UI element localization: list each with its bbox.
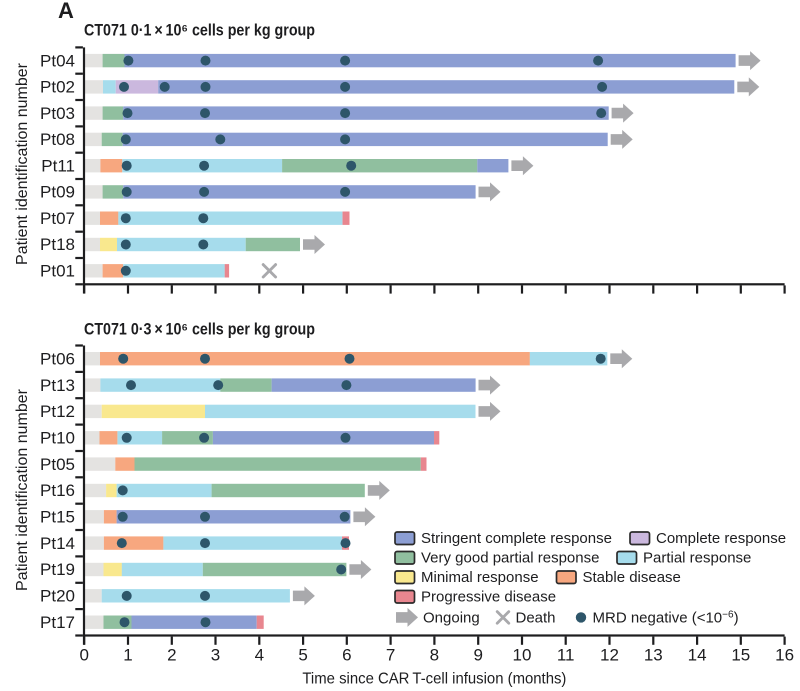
- svg-text:Minimal response: Minimal response: [421, 569, 539, 586]
- svg-text:3: 3: [211, 646, 220, 665]
- svg-text:Very good partial response: Very good partial response: [421, 550, 599, 567]
- svg-text:Stringent complete response: Stringent complete response: [421, 530, 612, 547]
- svg-text:8: 8: [430, 646, 439, 665]
- svg-text:14: 14: [688, 646, 707, 665]
- svg-text:16: 16: [775, 646, 794, 665]
- svg-text:Pt04: Pt04: [40, 51, 75, 70]
- svg-text:Complete response: Complete response: [656, 530, 786, 547]
- svg-text:Patient identification number: Patient identification number: [14, 62, 31, 265]
- svg-text:Pt06: Pt06: [40, 349, 75, 368]
- svg-text:A: A: [58, 0, 74, 23]
- svg-text:Pt07: Pt07: [40, 209, 75, 228]
- svg-text:11: 11: [557, 646, 575, 665]
- svg-text:Pt18: Pt18: [40, 235, 75, 254]
- svg-text:CT071 0·1 × 10⁶ cells per kg g: CT071 0·1 × 10⁶ cells per kg group: [84, 21, 315, 40]
- svg-text:Pt19: Pt19: [40, 560, 75, 579]
- svg-text:Ongoing: Ongoing: [423, 610, 480, 627]
- svg-text:Pt03: Pt03: [40, 104, 75, 123]
- svg-text:Pt13: Pt13: [40, 376, 75, 395]
- svg-text:Pt11: Pt11: [41, 156, 75, 175]
- svg-text:Pt17: Pt17: [40, 613, 75, 632]
- svg-text:Pt12: Pt12: [40, 402, 75, 421]
- svg-text:2: 2: [167, 646, 176, 665]
- svg-text:6: 6: [342, 646, 351, 665]
- svg-text:Death: Death: [516, 610, 556, 627]
- svg-text:MRD negative (<10−6): MRD negative (<10−6): [593, 610, 739, 627]
- svg-text:Pt14: Pt14: [40, 534, 75, 553]
- svg-text:10: 10: [513, 646, 532, 665]
- svg-text:13: 13: [644, 646, 663, 665]
- svg-text:Pt16: Pt16: [40, 481, 75, 500]
- svg-text:Stable disease: Stable disease: [583, 569, 681, 586]
- svg-text:Pt09: Pt09: [40, 183, 75, 202]
- svg-text:5: 5: [298, 646, 307, 665]
- svg-text:Patient identification number: Patient identification number: [14, 388, 31, 591]
- svg-text:Pt15: Pt15: [40, 508, 75, 527]
- svg-text:Pt10: Pt10: [40, 428, 75, 447]
- svg-text:Pt05: Pt05: [40, 455, 75, 474]
- svg-text:12: 12: [600, 646, 619, 665]
- svg-text:Time since CAR T-cell infusion: Time since CAR T-cell infusion (months): [302, 671, 566, 688]
- svg-text:Pt01: Pt01: [40, 262, 75, 281]
- svg-text:0: 0: [79, 646, 88, 665]
- svg-text:Pt20: Pt20: [40, 587, 75, 606]
- svg-text:4: 4: [255, 646, 264, 665]
- svg-text:15: 15: [731, 646, 750, 665]
- svg-text:1: 1: [123, 646, 132, 665]
- svg-text:9: 9: [473, 646, 482, 665]
- svg-text:CT071 0·3 × 10⁶ cells per kg g: CT071 0·3 × 10⁶ cells per kg group: [84, 320, 315, 339]
- svg-text:Pt02: Pt02: [40, 78, 75, 97]
- svg-text:Partial response: Partial response: [643, 550, 751, 567]
- svg-text:7: 7: [386, 646, 395, 665]
- svg-text:Progressive disease: Progressive disease: [421, 589, 556, 606]
- svg-text:Pt08: Pt08: [40, 130, 75, 149]
